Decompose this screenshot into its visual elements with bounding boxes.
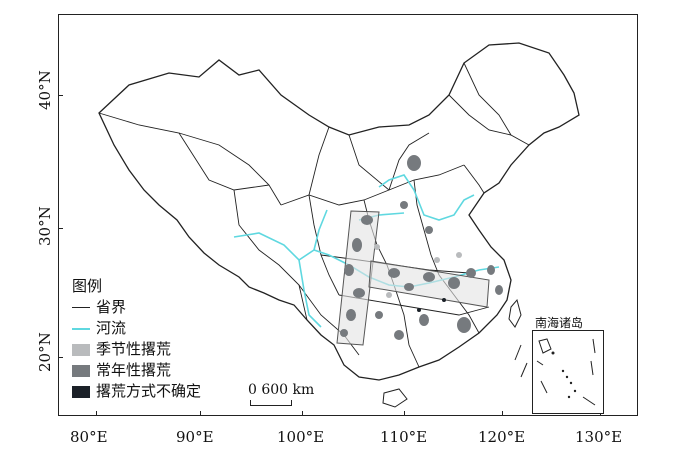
seasonal-swatch xyxy=(72,343,90,356)
y-tick-20n: 20°N xyxy=(36,332,54,372)
x-tick-80e: 80°E xyxy=(70,428,108,446)
uncertain-swatch xyxy=(72,385,90,398)
y-tick-30n: 30°N xyxy=(36,206,54,246)
x-tick-90e: 90°E xyxy=(176,428,214,446)
scale-bar xyxy=(250,400,292,406)
x-tick-mark xyxy=(302,411,303,416)
legend-label: 撂荒方式不确定 xyxy=(96,382,202,400)
y-tick-mark xyxy=(58,95,63,96)
map-frame xyxy=(58,14,638,416)
legend-item-uncertain: 撂荒方式不确定 xyxy=(72,381,201,402)
x-tick-100e: 100°E xyxy=(277,428,325,446)
legend-label: 常年性撂荒 xyxy=(96,361,172,379)
x-tick-130e: 130°E xyxy=(575,428,623,446)
legend-label: 省界 xyxy=(96,298,127,316)
y-tick-40n: 40°N xyxy=(36,70,54,110)
x-tick-mark xyxy=(502,411,503,416)
taiwan-island xyxy=(508,298,522,328)
y-tick-mark xyxy=(58,357,63,358)
x-tick-mark xyxy=(96,411,97,416)
x-tick-110e: 110°E xyxy=(380,428,428,446)
scale-label: 0 600 km xyxy=(248,382,315,398)
inset-map xyxy=(536,338,596,406)
province-border-symbol xyxy=(72,307,90,308)
legend-item-perennial: 常年性撂荒 xyxy=(72,360,201,381)
inset-title: 南海诸岛 xyxy=(535,316,584,330)
abandonment-patches xyxy=(340,155,503,340)
china-map xyxy=(98,42,580,408)
legend-item-river: 河流 xyxy=(72,318,201,339)
south-china-sea-inset xyxy=(532,330,604,414)
map-legend: 图例 省界 河流 季节性撂荒 常年性撂荒 撂荒方式不确定 xyxy=(72,276,201,402)
coastal-dashes xyxy=(514,344,528,378)
x-tick-120e: 120°E xyxy=(478,428,526,446)
hainan-island xyxy=(382,388,408,408)
china-outline xyxy=(98,42,580,381)
x-tick-mark xyxy=(404,411,405,416)
legend-label: 季节性撂荒 xyxy=(96,340,172,358)
legend-label: 河流 xyxy=(96,319,127,337)
river-symbol xyxy=(72,327,90,330)
legend-item-province-border: 省界 xyxy=(72,297,201,318)
legend-title: 图例 xyxy=(72,277,103,295)
x-tick-mark xyxy=(200,411,201,416)
legend-item-seasonal: 季节性撂荒 xyxy=(72,339,201,360)
y-tick-mark xyxy=(58,228,63,229)
perennial-swatch xyxy=(72,364,90,377)
